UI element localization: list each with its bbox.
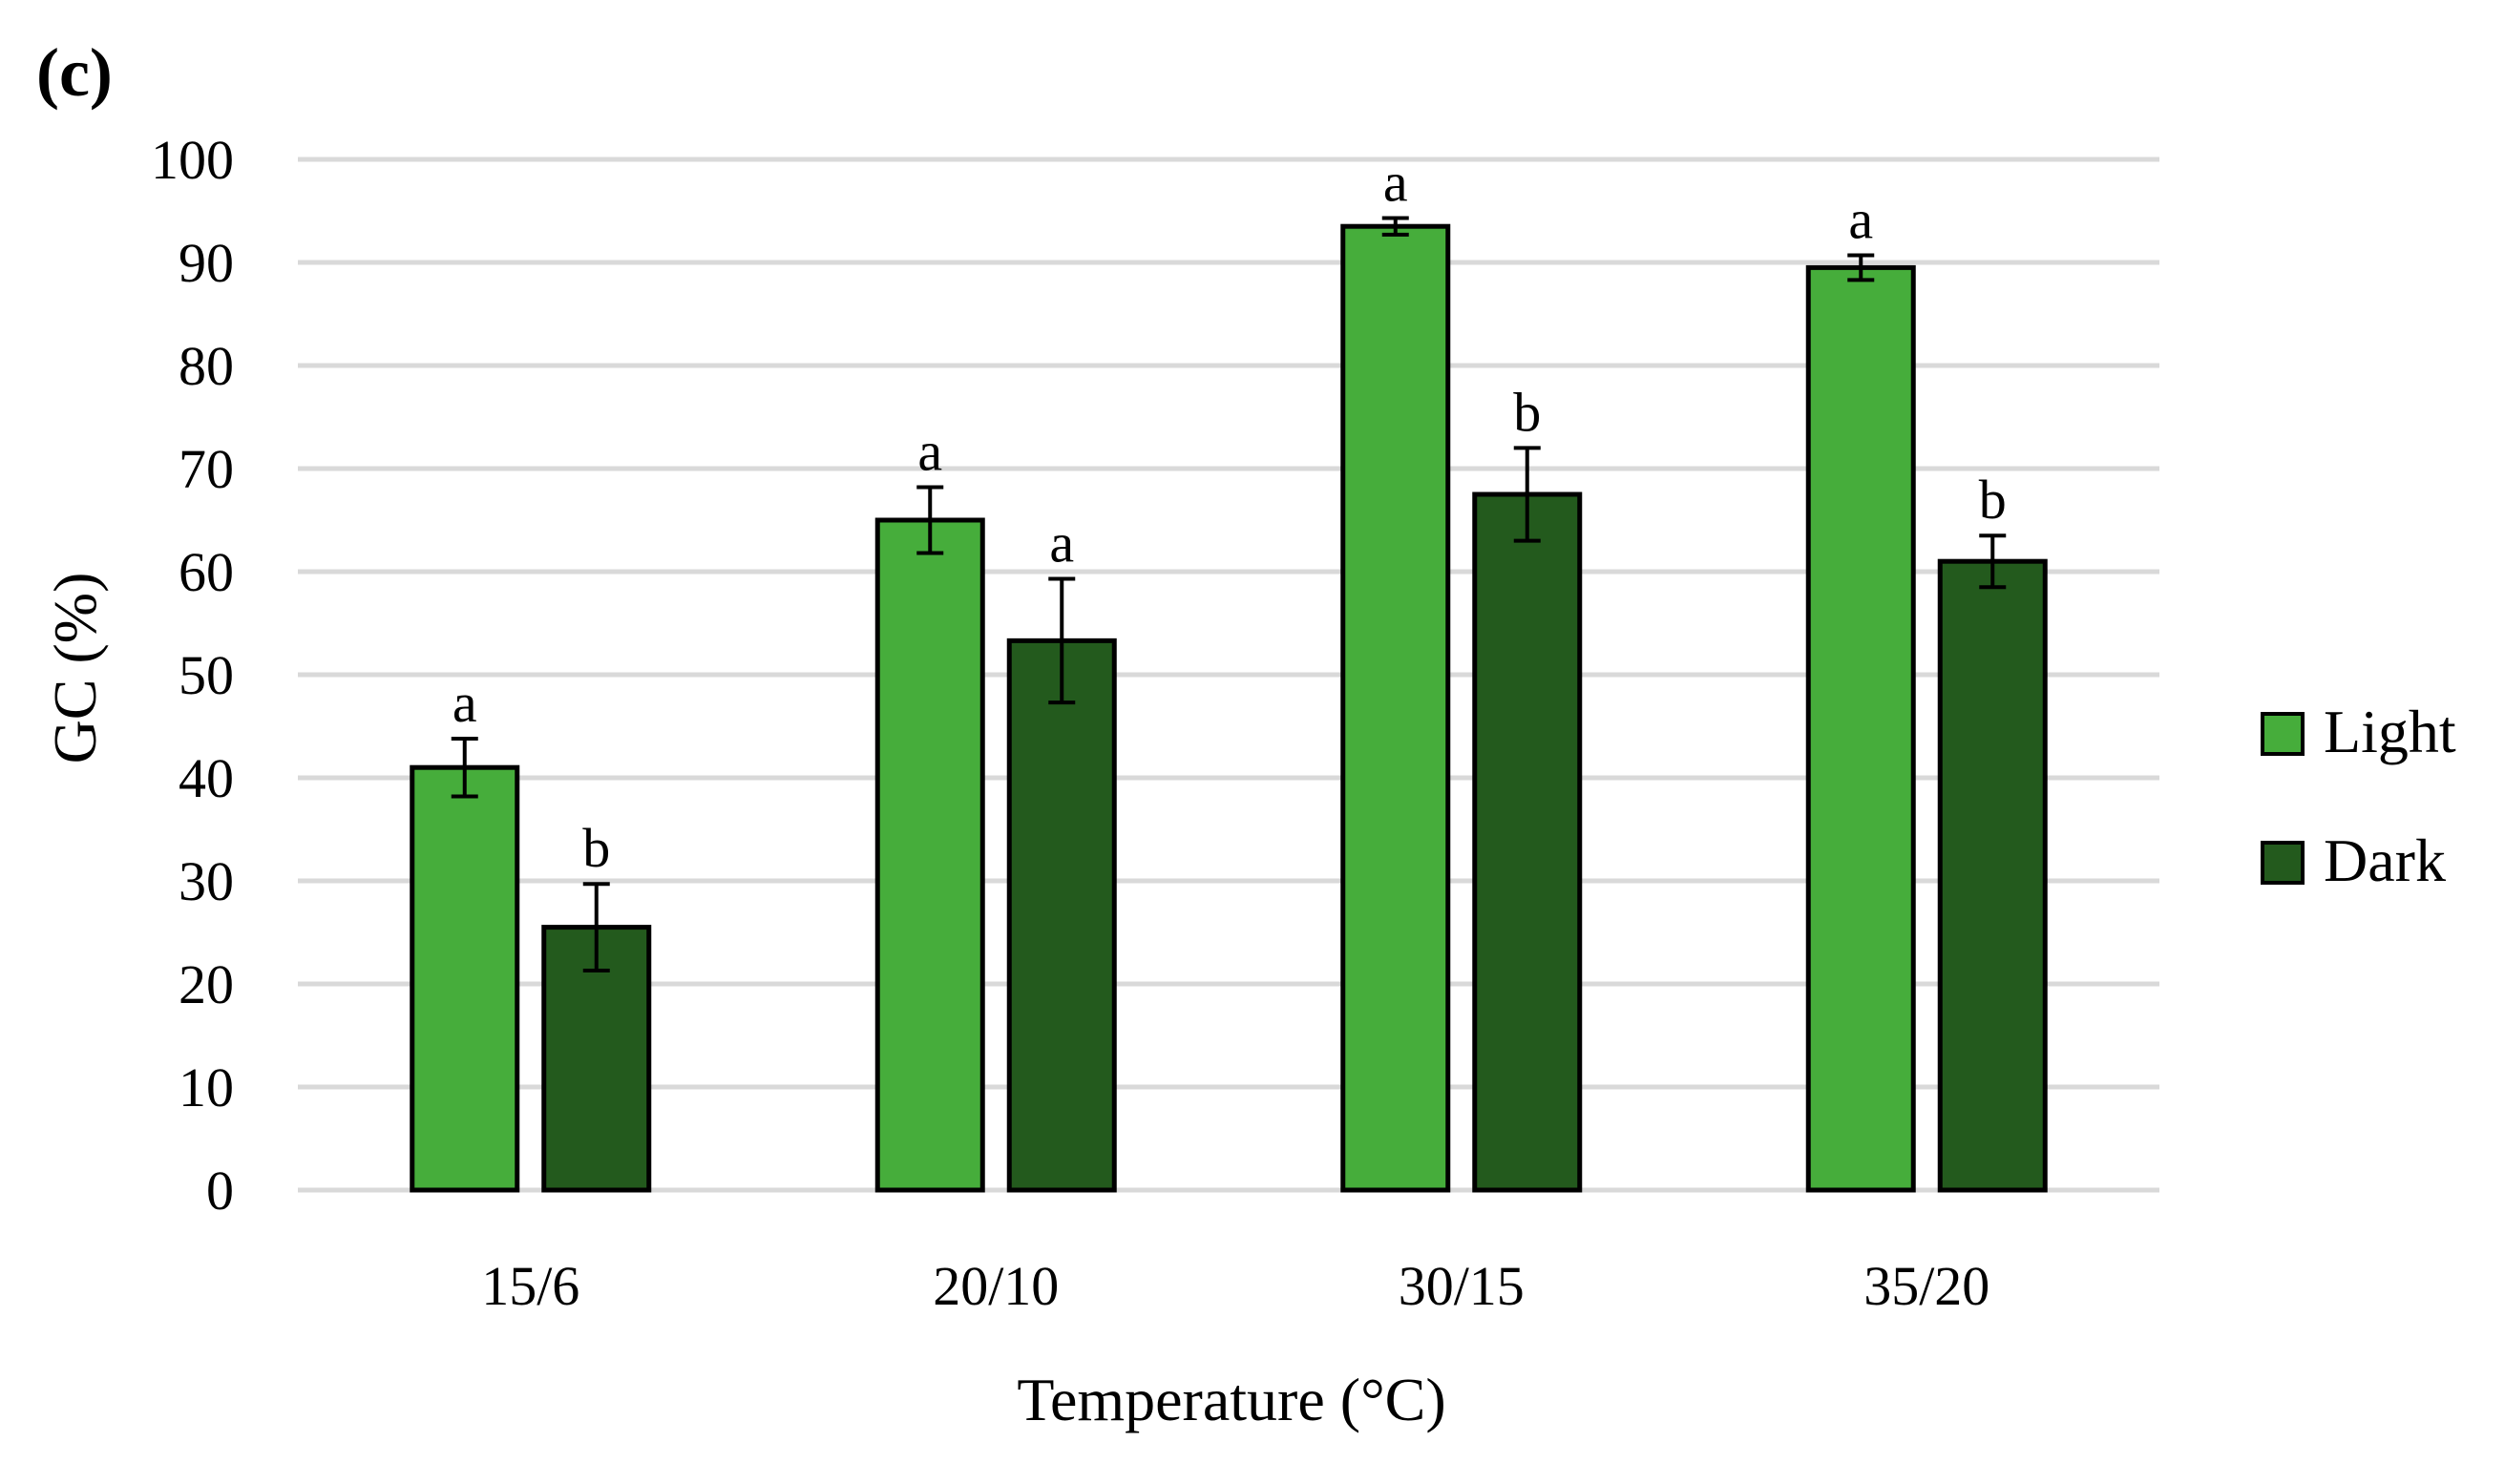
- legend-swatch-dark: [2261, 841, 2305, 885]
- x-axis-ticks: 15/6 20/10 30/15 35/20: [481, 1255, 1989, 1317]
- y-tick-label: 100: [151, 129, 234, 191]
- x-tick-label: 15/6: [481, 1255, 579, 1317]
- significance-letter: a: [1848, 188, 1873, 250]
- bar-light-15-6: [410, 764, 520, 1193]
- bar-light-20-10: [874, 517, 985, 1193]
- bar-light-35-20: [1805, 264, 1916, 1193]
- significance-letter: b: [582, 817, 610, 879]
- x-axis-title: Temperature (°C): [1017, 1366, 1445, 1433]
- legend-label-dark: Dark: [2324, 826, 2446, 894]
- significance-letter: a: [1049, 512, 1074, 575]
- legend-swatch-light: [2261, 712, 2305, 756]
- y-tick-label: 40: [179, 747, 234, 809]
- y-tick-label: 30: [179, 850, 234, 912]
- y-tick-label: 90: [179, 232, 234, 294]
- significance-letters: a b a a a b a b: [453, 152, 2007, 880]
- significance-letter: b: [1979, 469, 2007, 531]
- bar-dark-35-20: [1937, 558, 2048, 1193]
- x-tick-label: 20/10: [933, 1255, 1059, 1317]
- significance-letter: a: [453, 672, 477, 734]
- significance-letter: a: [917, 420, 942, 482]
- bar-dark-30-15: [1472, 491, 1583, 1193]
- y-axis-ticks: 0 10 20 30 40 50 60 70 80 90 100: [151, 129, 234, 1222]
- y-tick-label: 50: [179, 644, 234, 706]
- bars: [410, 223, 2048, 1193]
- panel-label: (c): [36, 34, 113, 111]
- y-tick-label: 60: [179, 541, 234, 603]
- x-tick-label: 35/20: [1863, 1255, 1989, 1317]
- legend: Light Dark: [2261, 698, 2456, 894]
- y-axis-title: GC (%): [41, 573, 109, 764]
- x-tick-label: 30/15: [1399, 1255, 1525, 1317]
- legend-label-light: Light: [2324, 698, 2456, 765]
- bar-dark-20-10: [1006, 637, 1117, 1193]
- significance-letter: a: [1383, 152, 1408, 214]
- y-tick-label: 0: [206, 1160, 234, 1222]
- error-bars: [451, 216, 2007, 972]
- y-tick-label: 70: [179, 438, 234, 500]
- bar-light-30-15: [1340, 223, 1451, 1193]
- y-tick-label: 80: [179, 335, 234, 397]
- y-tick-label: 10: [179, 1056, 234, 1118]
- y-tick-label: 20: [179, 953, 234, 1015]
- significance-letter: b: [1513, 381, 1541, 443]
